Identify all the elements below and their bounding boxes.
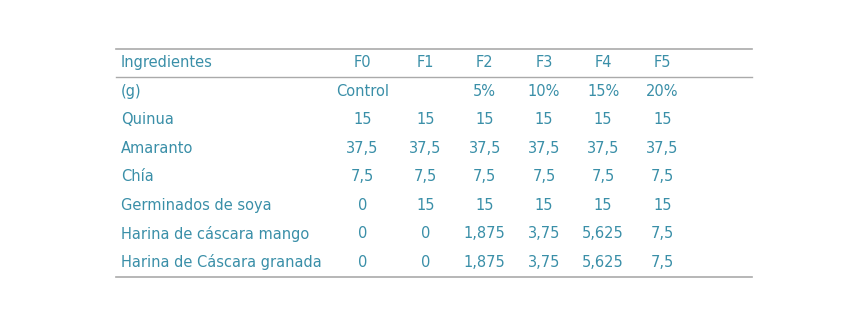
Text: 7,5: 7,5	[650, 255, 674, 270]
Text: 15: 15	[534, 198, 553, 213]
Text: 15: 15	[353, 112, 372, 127]
Text: 15: 15	[416, 198, 435, 213]
Text: 0: 0	[357, 226, 367, 242]
Text: 15: 15	[653, 112, 672, 127]
Text: 3,75: 3,75	[528, 226, 560, 242]
Text: 15%: 15%	[587, 84, 619, 99]
Text: 0: 0	[357, 198, 367, 213]
Text: 7,5: 7,5	[532, 169, 556, 185]
Text: 15: 15	[475, 112, 494, 127]
Text: 37,5: 37,5	[587, 141, 619, 156]
Text: 7,5: 7,5	[650, 226, 674, 242]
Text: 15: 15	[594, 198, 612, 213]
Text: 5,625: 5,625	[582, 255, 624, 270]
Text: 20%: 20%	[646, 84, 678, 99]
Text: Harina de Cáscara granada: Harina de Cáscara granada	[121, 254, 322, 270]
Text: F0: F0	[354, 55, 371, 70]
Text: Harina de cáscara mango: Harina de cáscara mango	[121, 226, 309, 242]
Text: 7,5: 7,5	[414, 169, 437, 185]
Text: 15: 15	[653, 198, 672, 213]
Text: Amaranto: Amaranto	[121, 141, 193, 156]
Text: 7,5: 7,5	[591, 169, 615, 185]
Text: 5%: 5%	[473, 84, 496, 99]
Text: 10%: 10%	[528, 84, 560, 99]
Text: 0: 0	[421, 255, 430, 270]
Text: 15: 15	[534, 112, 553, 127]
Text: 15: 15	[416, 112, 435, 127]
Text: 5,625: 5,625	[582, 226, 624, 242]
Text: F1: F1	[417, 55, 435, 70]
Text: Ingredientes: Ingredientes	[121, 55, 213, 70]
Text: 37,5: 37,5	[409, 141, 441, 156]
Text: Quinua: Quinua	[121, 112, 174, 127]
Text: F3: F3	[535, 55, 552, 70]
Text: 1,875: 1,875	[464, 255, 506, 270]
Text: 15: 15	[475, 198, 494, 213]
Text: Germinados de soya: Germinados de soya	[121, 198, 272, 213]
Text: 37,5: 37,5	[346, 141, 379, 156]
Text: (g): (g)	[121, 84, 141, 99]
Text: 37,5: 37,5	[468, 141, 501, 156]
Text: Control: Control	[336, 84, 389, 99]
Text: 37,5: 37,5	[646, 141, 678, 156]
Text: F4: F4	[595, 55, 612, 70]
Text: 7,5: 7,5	[650, 169, 674, 185]
Text: 7,5: 7,5	[473, 169, 496, 185]
Text: F5: F5	[654, 55, 671, 70]
Text: 0: 0	[357, 255, 367, 270]
Text: 3,75: 3,75	[528, 255, 560, 270]
Text: 7,5: 7,5	[351, 169, 374, 185]
Text: F2: F2	[476, 55, 494, 70]
Text: 15: 15	[594, 112, 612, 127]
Text: 37,5: 37,5	[528, 141, 560, 156]
Text: 0: 0	[421, 226, 430, 242]
Text: Chía: Chía	[121, 169, 153, 185]
Text: 1,875: 1,875	[464, 226, 506, 242]
